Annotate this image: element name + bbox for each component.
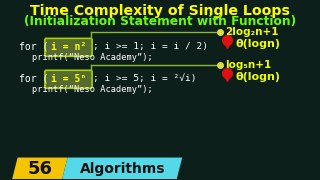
Polygon shape (12, 158, 68, 179)
Text: 2log₂n+1: 2log₂n+1 (225, 27, 278, 37)
Text: θ(logn): θ(logn) (236, 39, 281, 49)
Text: i = n²: i = n² (51, 42, 86, 52)
Text: Time Complexity of Single Loops: Time Complexity of Single Loops (30, 4, 290, 18)
Text: for (: for ( (20, 74, 49, 84)
Text: 56: 56 (27, 159, 52, 177)
Text: for (: for ( (20, 42, 49, 52)
Text: θ(logn): θ(logn) (236, 72, 281, 82)
Text: ; i >= 5; i = ²√i): ; i >= 5; i = ²√i) (93, 74, 197, 83)
Text: ; i >= 1; i = i / 2): ; i >= 1; i = i / 2) (93, 42, 208, 51)
Text: Algorithms: Algorithms (80, 161, 166, 176)
Text: log₅n+1: log₅n+1 (225, 60, 271, 70)
Text: (Initialization Statement with Function): (Initialization Statement with Function) (24, 15, 296, 28)
Text: printf(“Neso Academy”);: printf(“Neso Academy”); (32, 53, 153, 62)
Text: i = 5ⁿ: i = 5ⁿ (51, 74, 86, 84)
Polygon shape (62, 158, 182, 179)
FancyBboxPatch shape (45, 38, 92, 56)
FancyBboxPatch shape (45, 70, 92, 88)
Text: printf(“Neso Academy”);: printf(“Neso Academy”); (32, 85, 153, 94)
